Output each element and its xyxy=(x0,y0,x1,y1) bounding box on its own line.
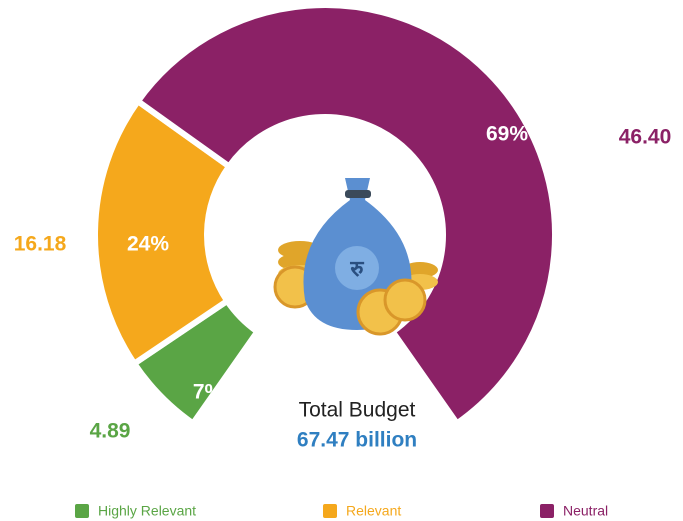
value-label: 16.18 xyxy=(14,233,67,256)
value-label: 46.40 xyxy=(619,126,672,149)
share-label: 69% xyxy=(486,123,528,146)
legend-label: Neutral xyxy=(563,503,608,519)
center-value: 67.47 billion xyxy=(297,429,417,452)
gauge-segment xyxy=(92,97,234,368)
svg-text:रु: रु xyxy=(349,256,364,281)
gauge-segment xyxy=(133,2,558,428)
share-label: 7% xyxy=(193,381,224,404)
legend-label: Highly Relevant xyxy=(98,503,196,519)
legend-swatch xyxy=(540,504,554,518)
center-label: Total Budget xyxy=(299,399,416,422)
gauge-arcs xyxy=(92,2,558,428)
legend-swatch xyxy=(75,504,89,518)
share-label: 24% xyxy=(127,233,169,256)
value-label: 4.89 xyxy=(90,420,131,443)
legend-swatch xyxy=(323,504,337,518)
legend-label: Relevant xyxy=(346,503,401,519)
money-bag-icon: रु xyxy=(273,178,438,336)
